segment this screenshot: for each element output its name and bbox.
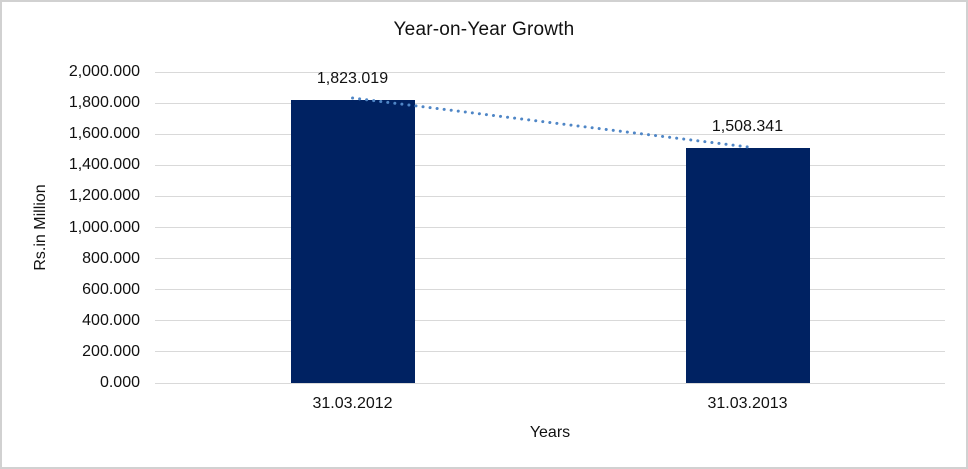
y-tick-label: 2,000.000	[68, 63, 140, 80]
y-tick-label: 200.000	[82, 342, 140, 360]
gridline	[155, 258, 945, 260]
chart-title: Year-on-Year Growth	[393, 19, 575, 40]
gridline	[155, 320, 945, 322]
gridline	[155, 102, 945, 104]
x-axis-title: Years	[529, 424, 571, 441]
y-tick-label: 400.000	[82, 311, 140, 329]
bar-data-label: 1,508.341	[711, 118, 784, 136]
y-tick-label: 1,200.000	[68, 187, 140, 205]
y-tick-label: 1,400.000	[68, 156, 140, 174]
x-category-label: 31.03.2012	[312, 395, 393, 412]
x-category-label: 31.03.2013	[707, 395, 788, 412]
y-tick-label: 1,000.000	[68, 218, 140, 236]
gridline	[155, 227, 945, 228]
gridline	[155, 195, 945, 197]
gridline	[155, 382, 945, 384]
y-tick-label: 800.000	[82, 249, 140, 267]
y-tick-label: 1,600.000	[68, 125, 140, 143]
y-tick-label: 600.000	[82, 280, 140, 298]
gridline	[155, 351, 945, 353]
gridline	[155, 164, 945, 166]
y-tick-label: 0.000	[99, 374, 140, 391]
bar	[685, 148, 810, 383]
gridline	[155, 71, 945, 73]
y-tick-label: 1,800.000	[68, 94, 140, 112]
gridline	[155, 289, 945, 291]
bar-data-label: 1,823.019	[316, 69, 389, 87]
bar	[290, 99, 415, 383]
